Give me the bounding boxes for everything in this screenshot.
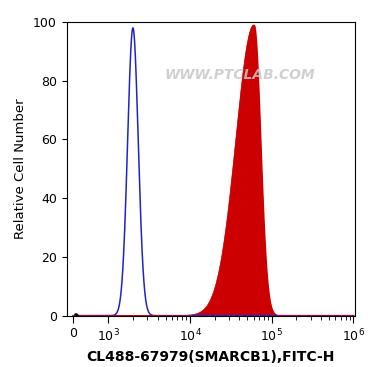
Y-axis label: Relative Cell Number: Relative Cell Number <box>14 98 27 239</box>
X-axis label: CL488-67979(SMARCB1),FITC-H: CL488-67979(SMARCB1),FITC-H <box>87 350 335 364</box>
Text: WWW.PTCLAB.COM: WWW.PTCLAB.COM <box>164 68 315 82</box>
